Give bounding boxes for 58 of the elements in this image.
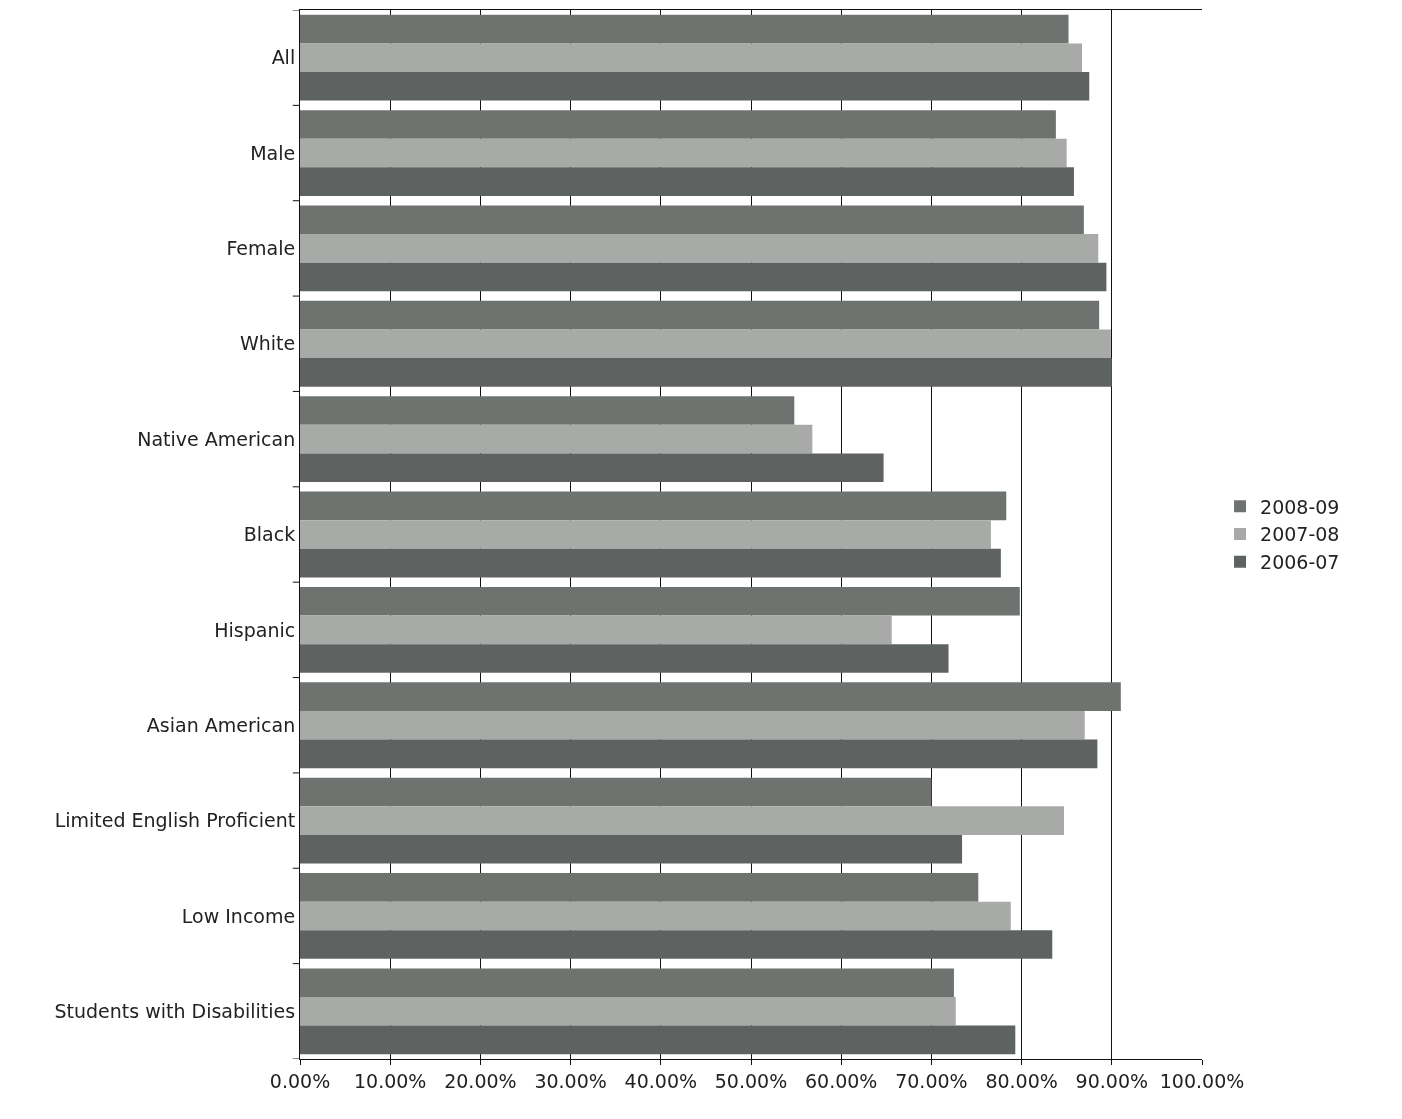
y-tick-label: Black: [243, 523, 296, 546]
y-tick-label: Male: [250, 141, 296, 164]
bar: [300, 329, 1111, 359]
y-tick-label: Hispanic: [214, 618, 296, 641]
bar: [300, 14, 1069, 44]
bar: [300, 205, 1084, 235]
y-tick-label: White: [239, 332, 296, 355]
x-tick-label: 90.00%: [1075, 1069, 1149, 1092]
x-tick-label: 10.00%: [353, 1069, 427, 1092]
bar: [300, 644, 949, 673]
x-tick-label: 100.00%: [1159, 1069, 1245, 1092]
bar: [300, 739, 1098, 769]
bar: [300, 777, 932, 807]
x-tick-label: 40.00%: [624, 1069, 698, 1092]
y-tick-label: Limited English Proficient: [54, 809, 296, 832]
bar: [300, 71, 1090, 101]
x-tick-label: 0.00%: [269, 1069, 331, 1092]
x-tick-label: 20.00%: [444, 1069, 517, 1092]
bar: [300, 834, 963, 864]
x-tick-label: 50.00%: [714, 1069, 788, 1092]
y-tick-label: Students with Disabilities: [54, 999, 296, 1022]
bar: [300, 453, 884, 483]
bar: [300, 43, 1083, 72]
bar: [300, 396, 795, 425]
bar: [300, 806, 1064, 835]
bar: [300, 930, 1053, 959]
bar: [300, 1025, 1016, 1055]
bar: [300, 234, 1099, 263]
bar: [300, 300, 1100, 330]
bar: [300, 358, 1112, 387]
y-tick-label: All: [271, 46, 296, 69]
bar: [300, 586, 1020, 616]
bar: [300, 997, 956, 1026]
legend-label: 2006-07: [1260, 551, 1340, 574]
x-tick-label: 60.00%: [804, 1069, 878, 1092]
bar: [300, 262, 1107, 292]
y-tick-label: Asian American: [146, 713, 296, 736]
bar: [300, 968, 954, 998]
bar: [300, 682, 1121, 711]
y-tick-label: Female: [226, 237, 296, 260]
y-tick-label: Native American: [137, 427, 296, 450]
legend-label: 2008-09: [1260, 495, 1340, 518]
x-tick-label: 30.00%: [534, 1069, 607, 1092]
bar: [300, 491, 1007, 521]
bar: [300, 548, 1001, 578]
x-tick-label: 70.00%: [895, 1069, 968, 1092]
bar: [300, 520, 991, 549]
bar: [300, 424, 813, 454]
bar: [300, 167, 1074, 196]
bar: [300, 710, 1085, 740]
bar: [300, 873, 979, 902]
bar: [300, 901, 1011, 931]
y-tick-label: Low Income: [181, 904, 296, 927]
bar: [300, 110, 1056, 139]
bar: [300, 615, 892, 645]
legend-label: 2007-08: [1260, 523, 1340, 546]
x-tick-label: 80.00%: [985, 1069, 1058, 1092]
bar: [300, 138, 1067, 168]
